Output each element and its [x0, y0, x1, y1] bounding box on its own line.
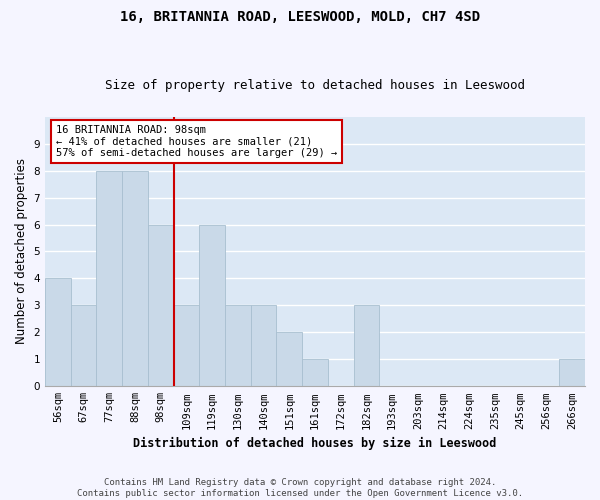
Bar	[173, 306, 199, 386]
Bar	[559, 360, 585, 386]
Y-axis label: Number of detached properties: Number of detached properties	[15, 158, 28, 344]
Bar	[353, 306, 379, 386]
Bar	[45, 278, 71, 386]
X-axis label: Distribution of detached houses by size in Leeswood: Distribution of detached houses by size …	[133, 437, 497, 450]
Bar	[97, 170, 122, 386]
Bar	[302, 360, 328, 386]
Bar	[199, 224, 225, 386]
Bar	[122, 170, 148, 386]
Bar	[71, 306, 97, 386]
Bar	[225, 306, 251, 386]
Text: 16 BRITANNIA ROAD: 98sqm
← 41% of detached houses are smaller (21)
57% of semi-d: 16 BRITANNIA ROAD: 98sqm ← 41% of detach…	[56, 125, 337, 158]
Bar	[277, 332, 302, 386]
Bar	[251, 306, 277, 386]
Text: 16, BRITANNIA ROAD, LEESWOOD, MOLD, CH7 4SD: 16, BRITANNIA ROAD, LEESWOOD, MOLD, CH7 …	[120, 10, 480, 24]
Title: Size of property relative to detached houses in Leeswood: Size of property relative to detached ho…	[105, 79, 525, 92]
Bar	[148, 224, 173, 386]
Text: Contains HM Land Registry data © Crown copyright and database right 2024.
Contai: Contains HM Land Registry data © Crown c…	[77, 478, 523, 498]
